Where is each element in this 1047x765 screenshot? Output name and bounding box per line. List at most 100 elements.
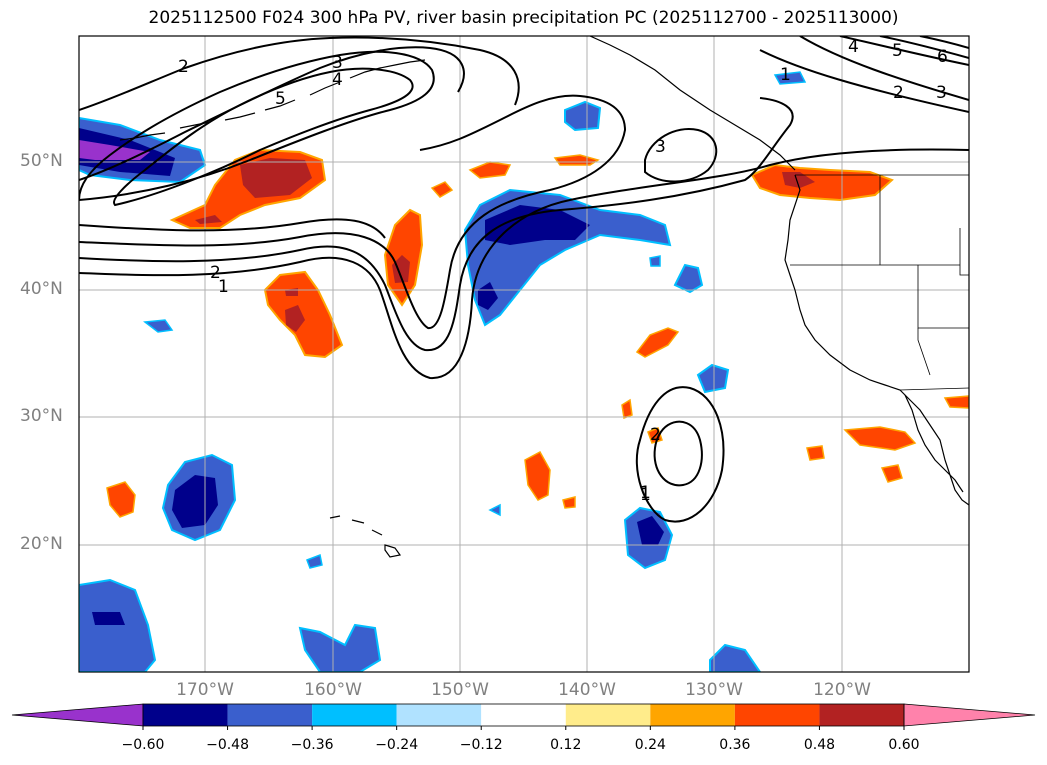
pos-region-small-9 [106,481,136,518]
contour-label: 5 [275,89,286,109]
neg-region-small-2 [673,263,704,294]
colorbar-segment [650,704,735,726]
lon-label-160w: 160°W [304,680,362,700]
state-borders [790,174,969,391]
pos-region-small-13 [943,395,969,409]
lon-label-130w: 130°W [685,680,743,700]
colorbar-segment [565,704,651,726]
pos-region-nw-coast-core [782,172,815,188]
colorbar-tick-label: −0.60 [121,737,165,753]
pv-contour-3-loop [79,46,465,181]
pv-contour-ne-4 [839,36,969,66]
pv-contour-ne-2 [759,49,969,113]
hawaii-islands [329,515,402,558]
pv-contour-1-closed [635,386,725,523]
pv-contour-3-closed [644,128,718,183]
neg-region-sw-core [92,612,125,625]
pv-contour-1-main [79,148,969,380]
pos-region-bering-core2 [195,215,222,224]
contour-label: 3 [332,53,343,73]
neg-region-small-1 [564,100,602,132]
baja-coastline [904,394,964,493]
contour-label: 1 [218,277,229,297]
neg-region-tiny-2 [306,553,323,569]
coastlines [119,36,969,558]
pv-contour-ne-5 [879,36,969,59]
neg-region-tiny-4 [773,71,807,85]
colorbar-segment [396,704,482,726]
contour-label: 2 [210,263,221,283]
map-plot-area: 1 2 3 4 5 3 2 1 4 5 6 2 3 1 2 1 [79,36,969,672]
aleutian-islands [119,59,426,141]
pos-region-small-1 [430,181,454,198]
pv-contour-2-loop [79,36,520,111]
neg-region-hawaii-west-core [172,475,218,528]
pos-region-small-4 [635,327,680,358]
colorbar-tick-label: 0.48 [803,737,836,753]
colorbar-tick-label: 0.12 [550,737,582,753]
neg-region-central-core2 [478,282,498,310]
colorbar-tick-label: −0.48 [206,737,249,753]
pos-region-small-10 [843,426,917,451]
lat-label-40n: 40°N [20,279,63,299]
pv-contour-4-main [79,218,386,239]
pos-region-small-5 [621,398,633,420]
colorbar-tick-label: 0.36 [719,737,751,753]
pv-contours [79,36,969,523]
map-frame [78,35,970,673]
colorbar-tick-label: −0.36 [290,737,334,753]
graticule [79,36,969,672]
colorbar-tick-label: 0.60 [888,737,920,753]
pv-contour-3-main [79,94,627,329]
pv-contour-ne-3 [799,36,969,101]
contour-label: 3 [936,83,947,103]
pos-region-small-8 [562,496,576,509]
contour-label: 4 [332,70,343,90]
neg-region-nw-extreme [79,140,150,160]
neg-region-tiny-3 [488,503,501,517]
pos-region-bering-core [240,158,312,198]
contour-label: 1 [780,65,791,85]
lon-label-120w: 120°W [813,680,871,700]
lon-label-140w: 140°W [558,680,616,700]
colorbar-tick-label: 0.24 [634,737,666,753]
colorbar-extend-high [903,703,1036,727]
colorbar-segment [227,704,313,726]
lat-label-50n: 50°N [20,151,63,171]
colorbar-tick-label: −0.24 [375,737,419,753]
colorbar-segment [143,704,228,726]
pos-region-west-40n-core [285,305,305,332]
contour-label: 1 [640,483,651,503]
pos-region-small-2 [468,161,512,179]
contour-label: 3 [655,137,666,157]
colorbar [11,703,1036,730]
neg-region-tiny-1 [143,319,174,333]
pos-region-small-11 [880,464,903,483]
colorbar-extend-low [11,703,144,727]
contour-label: 2 [650,425,661,445]
neg-region-south-center-core [637,516,664,545]
colorbar-segment [481,704,566,726]
colorbar-segment [819,704,904,726]
pos-region-small-6 [647,427,663,444]
neg-region-small-3 [696,363,730,394]
us-west-coastline [784,174,969,506]
colorbar-segment [734,704,820,726]
colorbar-tick-label: −0.12 [459,737,503,753]
contour-label: 5 [892,41,903,61]
pos-region-small-7 [524,450,551,501]
pv-contour-labels: 1 2 3 4 5 3 2 1 4 5 6 2 3 1 2 1 [178,37,948,505]
contour-label: 2 [893,83,904,103]
pv-contour-ne-6 [919,36,969,49]
pv-contour-2-closed [653,420,703,487]
pos-region-small-12 [806,445,825,461]
pv-contour-2-main [79,97,794,352]
pv-contour-5-loop [113,67,414,207]
neg-region-central-core [485,205,590,245]
pv-contour-4-loop [79,50,435,202]
map-title: 2025112500 F024 300 hPa PV, river basin … [148,8,899,28]
colorbar-frame [142,703,905,727]
lat-label-30n: 30°N [20,406,63,426]
neg-region-sw [79,578,157,672]
